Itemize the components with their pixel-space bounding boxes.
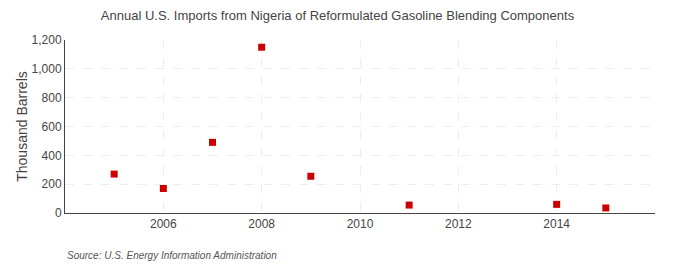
svg-text:Annual U.S. Imports from Niger: Annual U.S. Imports from Nigeria of Refo… [101,8,575,23]
svg-text:200: 200 [42,177,62,191]
svg-text:400: 400 [42,149,62,163]
svg-text:2006: 2006 [150,217,177,231]
svg-text:2012: 2012 [445,217,472,231]
svg-text:Thousand Barrels: Thousand Barrels [14,71,30,182]
svg-text:Source: U.S. Energy Informatio: Source: U.S. Energy Information Administ… [67,250,277,261]
svg-text:0: 0 [55,206,62,220]
svg-text:2010: 2010 [347,217,374,231]
svg-text:2014: 2014 [543,217,570,231]
svg-text:2008: 2008 [248,217,275,231]
svg-text:1,000: 1,000 [32,62,62,76]
svg-text:1,200: 1,200 [32,33,62,47]
svg-text:800: 800 [42,91,62,105]
svg-text:600: 600 [42,120,62,134]
